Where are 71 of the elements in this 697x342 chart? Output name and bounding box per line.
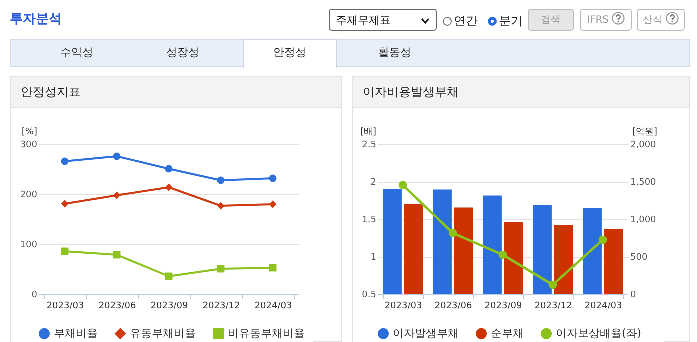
x-tick-label: 2024/03 <box>584 302 622 312</box>
point <box>113 152 121 160</box>
point <box>217 176 225 184</box>
x-tick-label: 2023/03 <box>384 302 422 312</box>
y2-tick-label: 2,000 <box>630 140 657 150</box>
y-axis-title: [%] <box>22 128 38 138</box>
text: 주재무제표 <box>329 9 437 31</box>
bar <box>454 208 473 294</box>
point <box>61 200 69 208</box>
x-tick-label: 2023/03 <box>46 302 84 312</box>
point <box>448 229 458 238</box>
x-tick-label: 2023/12 <box>202 302 240 312</box>
text: 연간 <box>454 13 478 30</box>
y-tick-label: 0.5 <box>362 290 376 300</box>
text: 성장성 <box>166 45 200 61</box>
point <box>165 184 173 192</box>
bar <box>533 206 552 294</box>
y-tick-label: 1 <box>370 253 376 263</box>
point <box>498 250 508 260</box>
x-tick-label: 2023/06 <box>98 302 136 312</box>
y-tick-label: 0 <box>32 290 38 300</box>
x-tick-label: 2023/12 <box>534 302 572 312</box>
bar <box>583 208 602 294</box>
y2-axis-title: [억원] <box>632 128 658 138</box>
bar <box>383 189 402 294</box>
text: 검색 <box>541 15 561 26</box>
y2-tick-label: 0 <box>630 290 636 300</box>
text: 투자분석 <box>10 11 62 28</box>
text: 안정성 <box>243 39 337 68</box>
y-axis-title: [배] <box>360 128 376 138</box>
bar <box>604 230 623 294</box>
legend-label: 부채비율 <box>54 326 98 340</box>
point <box>61 158 69 166</box>
legend-label: 이자발생부채 <box>393 326 459 340</box>
point <box>269 200 277 208</box>
y2-tick-label: 1,500 <box>630 178 657 188</box>
y-tick-label: 1.5 <box>362 216 376 226</box>
chart-title: 안정성지표 <box>11 77 341 108</box>
bar <box>483 196 502 294</box>
bar <box>554 225 573 294</box>
text: 산식 <box>643 15 663 26</box>
point <box>165 165 173 173</box>
point <box>269 174 277 182</box>
y-tick-label: 100 <box>20 240 38 250</box>
text: IFRS <box>587 15 609 26</box>
y-tick-label: 300 <box>20 140 38 150</box>
x-tick-label: 2023/06 <box>434 302 472 312</box>
text: 수익성 <box>60 45 94 61</box>
chart-title: 이자비용발생부채 <box>353 77 689 108</box>
legend-label: 이자보상배율(좌) <box>556 326 642 340</box>
bar <box>404 204 423 294</box>
point <box>217 202 225 210</box>
text: 활동성 <box>378 45 412 61</box>
bar <box>433 190 452 294</box>
legend-label: 비유동부채비율 <box>228 326 305 340</box>
point <box>113 192 121 200</box>
y-tick-label: 2.5 <box>362 140 376 150</box>
x-tick-label: 2023/09 <box>484 302 522 312</box>
point <box>548 280 558 290</box>
legend-label: 순부채 <box>491 326 524 340</box>
bar <box>504 222 523 294</box>
point <box>398 181 408 190</box>
y-tick-label: 200 <box>20 190 38 200</box>
x-tick-label: 2023/09 <box>150 302 188 312</box>
x-tick-label: 2024/03 <box>254 302 292 312</box>
point <box>598 236 608 244</box>
y-tick-label: 2 <box>370 178 376 188</box>
text: 분기 <box>499 13 523 30</box>
legend-label: 유동부채비율 <box>130 326 196 340</box>
y2-tick-label: 500 <box>630 253 648 263</box>
y2-tick-label: 1,000 <box>630 216 657 226</box>
